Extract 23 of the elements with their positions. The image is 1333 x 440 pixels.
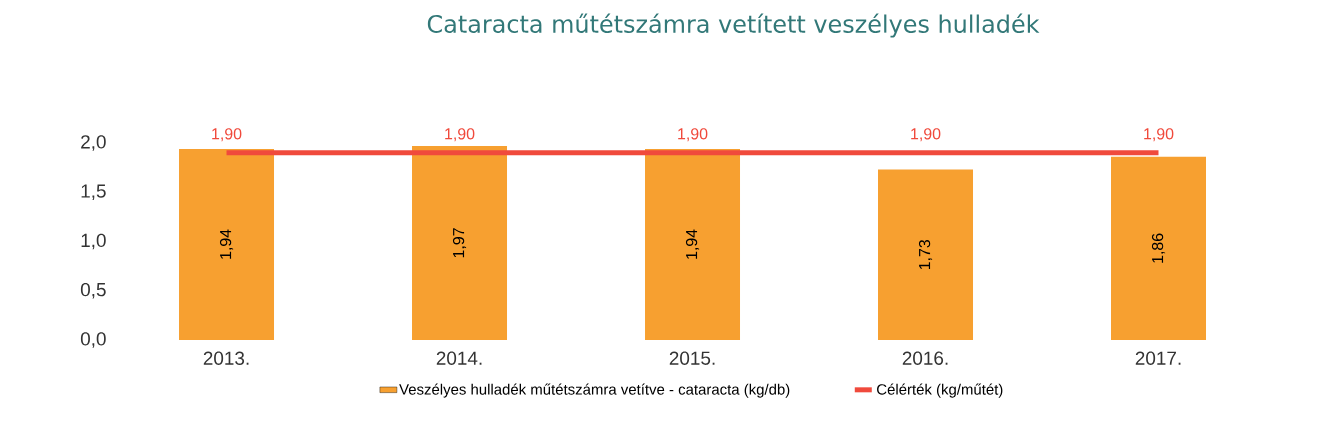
y-tick-label: 0,5 xyxy=(80,282,106,299)
chart-title: Cataracta műtétszámra vetített veszélyes hulladék xyxy=(427,13,1040,38)
x-tick-label: 2015. xyxy=(669,351,715,365)
data-label: 1,90 xyxy=(212,128,242,142)
legend-label: Veszélyes hulladék műtétszámra vetítve - cataracta (kg/db) xyxy=(399,383,790,398)
y-tick-label: 2,0 xyxy=(81,135,106,151)
data-label: 1,86 xyxy=(1151,233,1166,263)
x-tick-label: 2016. xyxy=(902,351,948,365)
y-tick-label: 0,0 xyxy=(80,332,106,348)
data-label: 1,94 xyxy=(685,229,700,259)
data-label: 1,90 xyxy=(445,128,475,142)
data-label: 1,97 xyxy=(452,228,467,258)
x-tick-label: 2017. xyxy=(1135,351,1181,365)
data-label: 1,90 xyxy=(911,128,941,142)
x-tick-label: 2013. xyxy=(203,351,249,365)
x-tick-label: 2014. xyxy=(436,351,482,365)
y-tick-label: 1,5 xyxy=(81,184,106,200)
data-label: 1,73 xyxy=(918,239,933,270)
data-label: 1,90 xyxy=(1144,128,1174,142)
data-label: 1,90 xyxy=(678,128,708,142)
data-label: 1,94 xyxy=(219,229,234,259)
y-tick-label: 1,0 xyxy=(81,233,106,250)
legend-label: Célérték (kg/műtét) xyxy=(877,383,1003,398)
